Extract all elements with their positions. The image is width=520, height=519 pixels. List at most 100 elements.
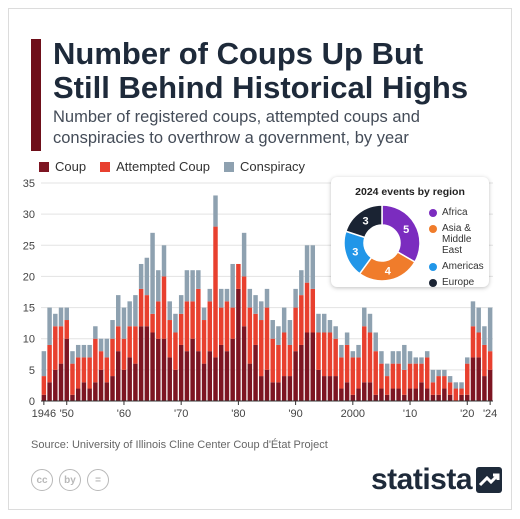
bar-conspiracy	[436, 369, 441, 377]
bar-attempted	[150, 313, 155, 333]
bar-attempted	[138, 288, 144, 327]
x-tick-label: '80	[231, 408, 245, 420]
bar-conspiracy	[127, 301, 132, 327]
bar-conspiracy	[173, 313, 178, 333]
bar-conspiracy	[430, 369, 436, 383]
bar-coup	[442, 388, 447, 401]
x-tick-label: '90	[288, 408, 302, 420]
bar-conspiracy	[230, 263, 235, 308]
bar-coup	[465, 394, 470, 401]
bar-coup	[487, 369, 493, 401]
legend-label-coup: Coup	[55, 159, 87, 174]
bar-attempted	[58, 326, 64, 364]
bar-coup	[253, 344, 258, 401]
bar-coup	[93, 382, 98, 401]
bar-coup	[98, 369, 104, 401]
bar-coup	[236, 288, 241, 401]
bar-attempted	[230, 307, 235, 339]
bar-attempted	[213, 226, 218, 358]
legend-swatch-attempted	[100, 161, 111, 172]
bar-conspiracy	[304, 245, 310, 283]
bar-conspiracy	[424, 351, 430, 358]
bar-conspiracy	[384, 363, 390, 377]
bar-conspiracy	[259, 301, 264, 321]
bar-attempted	[64, 320, 69, 339]
y-tick-label: 5	[29, 365, 35, 377]
cc-icon[interactable]: cc	[31, 469, 53, 491]
bar-attempted	[116, 326, 121, 352]
bar-attempted	[173, 332, 178, 370]
bar-coup	[413, 388, 418, 401]
bar-attempted	[201, 320, 207, 364]
legend-item-coup: Coup	[39, 159, 86, 174]
bar-conspiracy	[98, 338, 104, 352]
bar-conspiracy	[121, 307, 127, 339]
bar-attempted	[436, 376, 441, 395]
bar-coup	[447, 394, 453, 401]
bar-attempted	[70, 363, 75, 395]
bar-conspiracy	[224, 288, 230, 302]
bar-conspiracy	[116, 295, 121, 327]
bar-attempted	[390, 363, 396, 389]
inset-dot-europe	[429, 278, 437, 287]
bar-conspiracy	[487, 307, 493, 352]
bar-conspiracy	[373, 332, 378, 352]
bar-conspiracy	[156, 270, 161, 302]
bar-attempted	[287, 344, 293, 377]
bar-conspiracy	[459, 382, 464, 389]
bar-coup	[436, 394, 441, 401]
bar-coup	[270, 382, 275, 401]
bar-coup	[70, 394, 75, 401]
no-derivatives-icon[interactable]: =	[87, 469, 109, 491]
bar-attempted	[476, 332, 481, 358]
bar-attempted	[270, 338, 275, 383]
bar-conspiracy	[281, 307, 287, 333]
legend-item-attempted: Attempted Coup	[100, 159, 210, 174]
bar-coup	[121, 369, 127, 401]
bar-conspiracy	[327, 320, 333, 333]
attribution-icon[interactable]: by	[59, 469, 81, 491]
region-inset: 2024 events by region 5 4 3 3 Africa Asia &…	[331, 177, 489, 288]
bar-coup	[390, 388, 396, 401]
bar-coup	[110, 376, 115, 401]
bar-attempted	[373, 351, 378, 395]
bar-attempted	[75, 357, 81, 389]
bar-conspiracy	[207, 288, 213, 302]
statista-logo-icon	[476, 467, 503, 493]
bar-conspiracy	[247, 288, 253, 308]
bar-coup	[161, 338, 167, 401]
bar-conspiracy	[299, 270, 304, 296]
bar-coup	[196, 351, 201, 401]
legend-swatch-coup	[39, 161, 49, 172]
bar-attempted	[104, 357, 110, 383]
bar-conspiracy	[64, 307, 69, 321]
bar-attempted	[144, 295, 150, 327]
bar-conspiracy	[379, 351, 384, 364]
bar-coup	[41, 394, 47, 401]
bar-coup	[339, 388, 344, 401]
bar-coup	[127, 357, 132, 401]
bar-conspiracy	[270, 320, 275, 339]
inset-dot-asia	[429, 224, 437, 233]
chart-legend: Coup Attempted Coup Conspiracy	[39, 159, 305, 174]
donut-value-label: 3	[362, 215, 368, 227]
bar-attempted	[459, 388, 464, 395]
bar-attempted	[310, 288, 316, 333]
bar-conspiracy	[133, 295, 138, 327]
bar-conspiracy	[93, 326, 98, 339]
bar-attempted	[133, 326, 138, 364]
bar-coup	[230, 338, 235, 401]
bar-coup	[224, 351, 230, 401]
inset-label-africa: Africa	[442, 207, 468, 218]
bar-conspiracy	[350, 351, 356, 358]
bar-coup	[276, 382, 281, 401]
statista-brand[interactable]: statista	[371, 463, 503, 497]
y-tick-label: 25	[23, 240, 35, 252]
bar-coup	[333, 376, 338, 401]
bar-conspiracy	[476, 307, 481, 333]
inset-legend-europe: Europe	[429, 277, 494, 288]
bar-coup	[293, 351, 298, 401]
bar-conspiracy	[402, 344, 407, 370]
bar-conspiracy	[339, 344, 344, 358]
